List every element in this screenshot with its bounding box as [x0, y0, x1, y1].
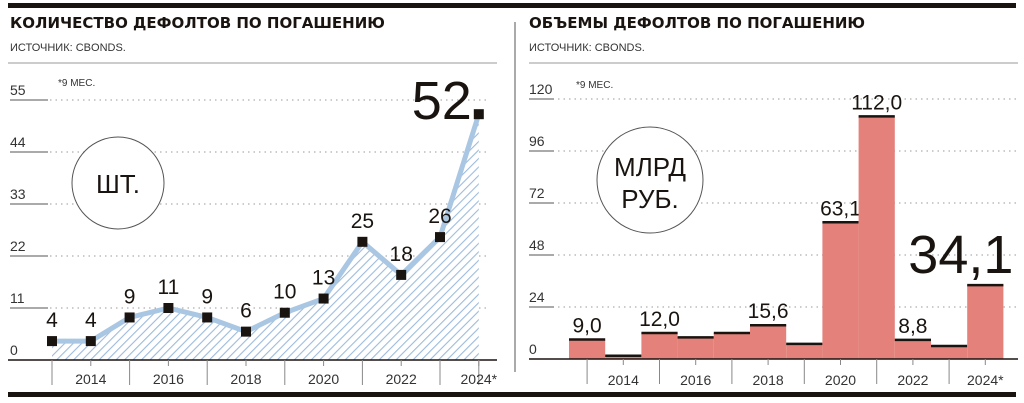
x-tick-label: 2020 [825, 372, 856, 388]
value-label: 12,0 [639, 308, 680, 331]
bar [786, 343, 823, 359]
value-label: 18 [390, 243, 413, 266]
x-tick-label: 2014 [75, 371, 106, 387]
x-tick-label: 2024* [967, 372, 1004, 388]
x-tick-label: 2024* [461, 371, 498, 387]
value-label: 4 [46, 309, 58, 332]
x-tick-label: 2016 [153, 371, 184, 387]
value-label-highlight: 34,1 [908, 225, 1013, 285]
data-point-marker [473, 109, 484, 120]
unit-label-line1: МЛРД [614, 152, 686, 182]
right-panel: ОБЪЕМЫ ДЕФОЛТОВ ПО ПОГАШЕНИЮ ИСТОЧНИК: C… [529, 14, 1018, 388]
data-point-marker [241, 326, 251, 337]
value-label: 26 [428, 205, 451, 228]
y-tick-label: 11 [10, 290, 25, 306]
bar [894, 339, 931, 359]
x-tick-label: 2022 [386, 371, 417, 387]
bar [569, 339, 606, 359]
unit-circle [596, 126, 704, 234]
y-tick-label: 33 [10, 186, 26, 202]
area-fill [52, 114, 479, 360]
bar [858, 116, 895, 359]
y-tick-label: 120 [529, 81, 553, 97]
data-point-marker [357, 236, 368, 247]
data-point-marker [279, 307, 290, 318]
value-label: 63,1 [820, 197, 861, 220]
unit-label-line2: РУБ. [621, 184, 679, 214]
value-label-highlight: 52. [412, 71, 487, 131]
x-tick-label: 2020 [308, 371, 339, 387]
value-label: 11 [157, 276, 179, 299]
value-label: 9,0 [572, 315, 601, 338]
data-point-marker [47, 336, 57, 347]
y-tick-label: 0 [10, 342, 18, 358]
right-chart-source: ИСТОЧНИК: CBONDS. [529, 42, 645, 54]
value-label: 13 [312, 267, 335, 290]
value-label: 9 [124, 285, 136, 308]
x-tick-label: 2014 [608, 372, 639, 388]
bottom-rule [8, 392, 1016, 397]
y-tick-label: 48 [529, 237, 545, 253]
bar [967, 285, 1004, 359]
data-point-marker [124, 312, 135, 323]
data-point-marker [163, 303, 174, 313]
left-chart-note: *9 МЕС. [58, 78, 95, 89]
y-tick-label: 44 [10, 134, 26, 150]
bar [822, 222, 859, 359]
data-point-marker [85, 336, 96, 347]
y-tick-label: 24 [529, 289, 545, 305]
bar [713, 333, 750, 359]
top-rule [8, 3, 1016, 8]
value-label: 15,6 [748, 300, 789, 323]
left-panel: КОЛИЧЕСТВО ДЕФОЛТОВ ПО ПОГАШЕНИЮ ИСТОЧНИ… [8, 14, 498, 387]
y-tick-label: 72 [529, 185, 545, 201]
left-chart-title: КОЛИЧЕСТВО ДЕФОЛТОВ ПО ПОГАШЕНИЮ [10, 14, 385, 32]
right-chart-note: *9 МЕС. [576, 80, 613, 91]
value-label: 6 [240, 300, 252, 323]
bar [641, 333, 678, 359]
bar [750, 325, 787, 359]
x-tick-label: 2016 [680, 372, 711, 388]
x-tick-label: 2022 [897, 372, 928, 388]
left-chart-source: ИСТОЧНИК: CBONDS. [10, 42, 126, 54]
series-line [52, 113, 482, 344]
unit-label: ШТ. [96, 169, 140, 199]
value-label: 8,8 [898, 315, 927, 338]
value-label: 10 [273, 281, 296, 304]
data-point-marker [202, 312, 213, 323]
y-tick-label: 0 [529, 341, 537, 357]
bar [931, 346, 968, 359]
x-tick-label: 2018 [753, 372, 784, 388]
data-point-marker [318, 293, 329, 304]
unit-circle [71, 136, 165, 230]
y-tick-label: 22 [10, 238, 26, 254]
bar [677, 337, 714, 359]
data-point-marker [435, 232, 445, 243]
bar [605, 355, 642, 359]
right-chart-title: ОБЪЕМЫ ДЕФОЛТОВ ПО ПОГАШЕНИЮ [529, 14, 865, 32]
value-label: 112,0 [851, 91, 902, 114]
x-tick-label: 2018 [230, 371, 261, 387]
data-point-marker [396, 269, 407, 280]
y-tick-label: 96 [529, 133, 545, 149]
value-label: 25 [351, 210, 374, 233]
value-label: 4 [85, 309, 97, 332]
y-tick-label: 55 [10, 82, 26, 98]
value-label: 9 [201, 285, 213, 308]
